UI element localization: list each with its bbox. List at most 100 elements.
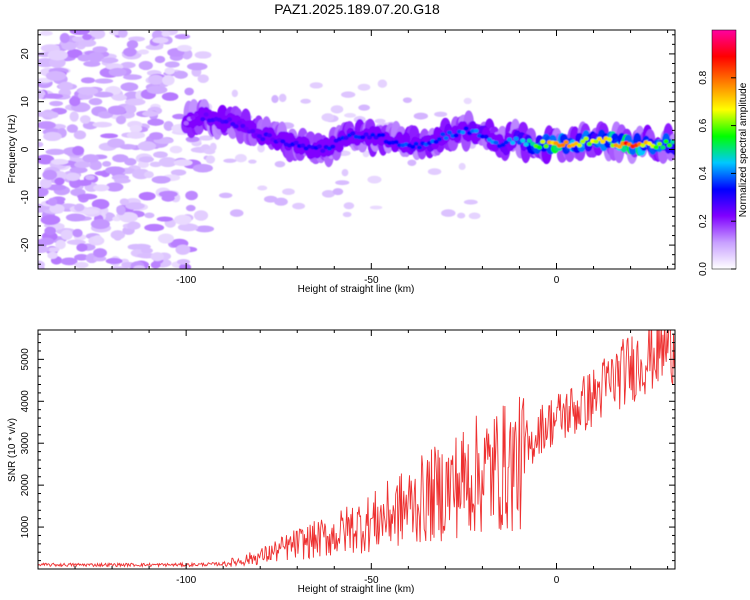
spectrogram-y-tick-label: 20 bbox=[20, 48, 31, 60]
spectrogram-blob bbox=[263, 195, 278, 203]
spectrogram-blob bbox=[660, 145, 666, 150]
spectrogram-blob bbox=[150, 261, 161, 269]
spectrogram-blob bbox=[87, 52, 104, 63]
spectrogram-blob bbox=[463, 97, 472, 105]
spectrogram-blob bbox=[43, 93, 64, 99]
spectrogram-blob bbox=[468, 212, 481, 220]
spectrogram-blob bbox=[148, 74, 164, 85]
spectrogram-blob bbox=[47, 50, 68, 61]
spectrogram-blob bbox=[194, 225, 215, 233]
spectrogram-blob bbox=[92, 121, 113, 128]
spectrogram-blob bbox=[110, 230, 126, 240]
spectrogram-blob bbox=[343, 202, 355, 210]
spectrogram-blob bbox=[172, 113, 187, 120]
spectrogram-blob bbox=[377, 79, 388, 88]
spectrogram-blob bbox=[38, 237, 55, 246]
spectrogram-blob bbox=[174, 214, 192, 225]
spectrogram-blob bbox=[282, 188, 295, 196]
snr-panel: -100 -50 0 1000 2000 3000 4000 5000 Height of s… bbox=[7, 329, 676, 595]
spectrogram-blob bbox=[153, 151, 168, 159]
spectrogram-blob bbox=[653, 145, 659, 150]
snr-y-tick-label: 5000 bbox=[20, 348, 31, 371]
spectrogram-blob bbox=[194, 51, 212, 59]
spectrogram-blob bbox=[94, 78, 114, 84]
spectrogram-blob bbox=[76, 243, 88, 252]
spectrogram-x-tick-label: 0 bbox=[554, 275, 560, 286]
spectrogram-blob bbox=[93, 255, 107, 262]
spectrogram-blob bbox=[100, 57, 119, 64]
spectrogram-y-tick-label: -20 bbox=[20, 237, 31, 252]
snr-y-tick-label: 3000 bbox=[20, 432, 31, 455]
spectrogram-blob bbox=[596, 136, 603, 142]
spectrogram-blob bbox=[200, 117, 206, 122]
spectrogram-blob bbox=[576, 143, 583, 148]
spectrogram-x-tick-label: -50 bbox=[364, 275, 379, 286]
spectrogram-blob bbox=[427, 168, 442, 176]
spectrogram-blob bbox=[76, 179, 92, 187]
spectrogram-blob bbox=[40, 214, 61, 225]
spectrogram-blob bbox=[436, 137, 443, 142]
spectrogram-blob bbox=[105, 257, 123, 265]
spectrogram-blob bbox=[177, 223, 199, 232]
spectrogram-blob bbox=[183, 121, 189, 126]
spectrogram-blob bbox=[441, 209, 456, 217]
spectrogram-blob bbox=[129, 124, 143, 133]
spectrogram-blob bbox=[523, 142, 529, 147]
spectrogram-blob bbox=[72, 145, 85, 156]
spectrogram-blob bbox=[45, 148, 65, 156]
spectrogram-blob bbox=[344, 113, 357, 118]
colorbar-label: Normalized spectral amplitude bbox=[738, 82, 749, 217]
spectrogram-blob bbox=[108, 67, 127, 77]
spectrogram-blob bbox=[402, 132, 411, 147]
spectrogram-blob bbox=[293, 140, 299, 145]
colorbar: 0.0 0.2 0.4 0.6 0.8 Normalized spectral ampl… bbox=[698, 29, 749, 276]
colorbar-tick-label: 0.2 bbox=[698, 214, 709, 228]
spectrogram-blob bbox=[161, 92, 179, 101]
spectrogram-blob bbox=[138, 191, 156, 201]
spectrogram-blob bbox=[656, 141, 663, 147]
spectrogram-blob bbox=[193, 112, 199, 118]
spectrogram-blob bbox=[666, 143, 673, 148]
spectrogram-blob bbox=[72, 228, 83, 238]
spectrogram-blob bbox=[453, 133, 459, 138]
spectrogram-blob bbox=[483, 134, 489, 139]
spectrogram-blobs bbox=[38, 30, 675, 269]
spectrogram-blob bbox=[138, 60, 153, 71]
spectrogram-blob bbox=[38, 89, 46, 99]
spectrogram-blob bbox=[407, 159, 417, 166]
spectrogram-blob bbox=[473, 128, 479, 134]
spectrogram-blob bbox=[47, 247, 60, 253]
spectrogram-blob bbox=[177, 44, 192, 52]
spectrogram-blob bbox=[144, 223, 165, 232]
spectrogram-blob bbox=[158, 190, 178, 198]
spectrogram-blob bbox=[357, 83, 371, 91]
spectrogram-blob bbox=[170, 169, 187, 176]
spectrogram-blob bbox=[176, 258, 191, 265]
spectrogram-blob bbox=[393, 139, 399, 145]
spectrogram-blob bbox=[164, 67, 175, 75]
figure-title: PAZ1.2025.189.07.20.G18 bbox=[274, 1, 440, 17]
spectrogram-blob bbox=[125, 98, 146, 106]
spectrogram-blob bbox=[506, 137, 513, 142]
spectrogram-blob bbox=[66, 124, 78, 133]
spectrogram-blob bbox=[38, 260, 45, 269]
spectrogram-blob bbox=[536, 145, 543, 150]
spectrogram-blob bbox=[343, 135, 349, 141]
spectrogram-blob bbox=[231, 89, 238, 98]
spectrogram-blob bbox=[169, 145, 183, 154]
spectrogram-blob bbox=[151, 175, 171, 184]
spectrogram-blob bbox=[233, 124, 239, 129]
spectrogram-blob bbox=[493, 140, 499, 145]
spectrogram-blob bbox=[266, 133, 273, 138]
spectrogram-blob bbox=[248, 159, 257, 164]
spectrogram-blob bbox=[111, 94, 127, 101]
spectrogram-blob bbox=[85, 175, 95, 181]
spectrogram-blob bbox=[433, 139, 439, 145]
spectrogram-blob bbox=[78, 208, 100, 215]
spectrogram-blob bbox=[61, 41, 77, 51]
spectrogram-blob bbox=[173, 159, 193, 167]
colorbar-tick-label: 0.6 bbox=[698, 118, 709, 132]
spectrogram-blob bbox=[163, 120, 174, 131]
spectrogram-blob bbox=[138, 156, 154, 163]
